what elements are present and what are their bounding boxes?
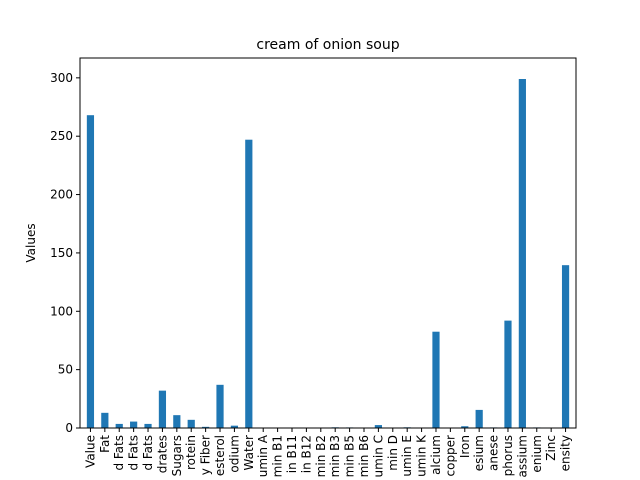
x-tick-label: drates: [155, 435, 169, 473]
x-tick-label: Fat: [98, 435, 112, 453]
y-axis-label: Values: [24, 223, 38, 262]
bar: [158, 390, 167, 428]
bar: [202, 426, 210, 428]
x-tick-label: alcium: [429, 435, 443, 475]
x-tick-label: Water: [242, 435, 256, 471]
y-ticks-group: 0 50 100 150 200 250 300: [50, 71, 80, 435]
x-tick-label: umin E: [400, 435, 414, 477]
bar: [475, 409, 483, 428]
bar: [216, 384, 224, 428]
bar: [374, 425, 382, 428]
plot-frame: [79, 57, 577, 429]
y-tick-label: 0: [65, 421, 73, 435]
bar: [504, 320, 512, 428]
x-tick-label: min D: [386, 435, 400, 471]
bars-group: [86, 79, 570, 428]
bar: [187, 419, 195, 428]
x-tick-label: min B3: [328, 435, 342, 477]
bar: [144, 423, 152, 428]
y-tick-label: 150: [50, 246, 73, 260]
x-tick-label: assium: [515, 435, 529, 478]
y-tick-label: 250: [50, 129, 73, 143]
x-tick-label: umin A: [256, 434, 270, 477]
x-tick-label: d Fats: [112, 435, 126, 471]
x-ticks-group: Value Fat d Fats d Fats d Fats drates Sugars ro…: [83, 428, 573, 478]
x-tick-label: in B11: [285, 435, 299, 473]
x-tick-label: min B2: [314, 435, 328, 477]
x-tick-label: umin K: [415, 434, 429, 477]
x-tick-label: Value: [83, 435, 97, 468]
bar: [115, 423, 123, 428]
chart-title: cream of onion soup: [256, 37, 399, 53]
x-tick-label: umin C: [371, 435, 385, 477]
bar: [230, 425, 239, 428]
bar: [130, 421, 138, 428]
x-tick-label: odium: [227, 435, 241, 473]
y-tick-label: 200: [50, 188, 73, 202]
bar: [432, 331, 440, 428]
x-tick-label: Iron: [458, 435, 472, 458]
x-tick-label: phorus: [501, 435, 515, 476]
x-tick-label: esterol: [213, 435, 227, 476]
x-tick-label: esium: [472, 435, 486, 471]
bar: [245, 139, 253, 428]
x-tick-label: d Fats: [127, 435, 141, 471]
x-tick-label: copper: [443, 435, 457, 477]
bar: [173, 415, 181, 428]
x-tick-label: y Fiber: [199, 435, 213, 475]
x-tick-label: min B1: [271, 435, 285, 477]
bar: [561, 265, 570, 428]
y-tick-label: 100: [50, 304, 73, 318]
x-tick-label: min B5: [343, 435, 357, 477]
bar: [461, 426, 469, 428]
y-tick-label: 50: [58, 363, 73, 377]
x-tick-label: min B6: [357, 435, 371, 477]
bar: [101, 412, 109, 428]
bar: [86, 115, 95, 428]
y-tick-label: 300: [50, 71, 73, 85]
x-tick-label: d Fats: [141, 435, 155, 471]
x-tick-label: in B12: [299, 435, 313, 473]
x-tick-label: enium: [530, 435, 544, 473]
x-tick-label: ensity: [559, 435, 573, 471]
x-tick-label: rotein: [184, 435, 198, 470]
x-tick-label: Zinc: [544, 435, 558, 461]
bar: [518, 79, 526, 428]
x-tick-label: Sugars: [170, 435, 184, 476]
x-tick-label: anese: [487, 435, 501, 471]
